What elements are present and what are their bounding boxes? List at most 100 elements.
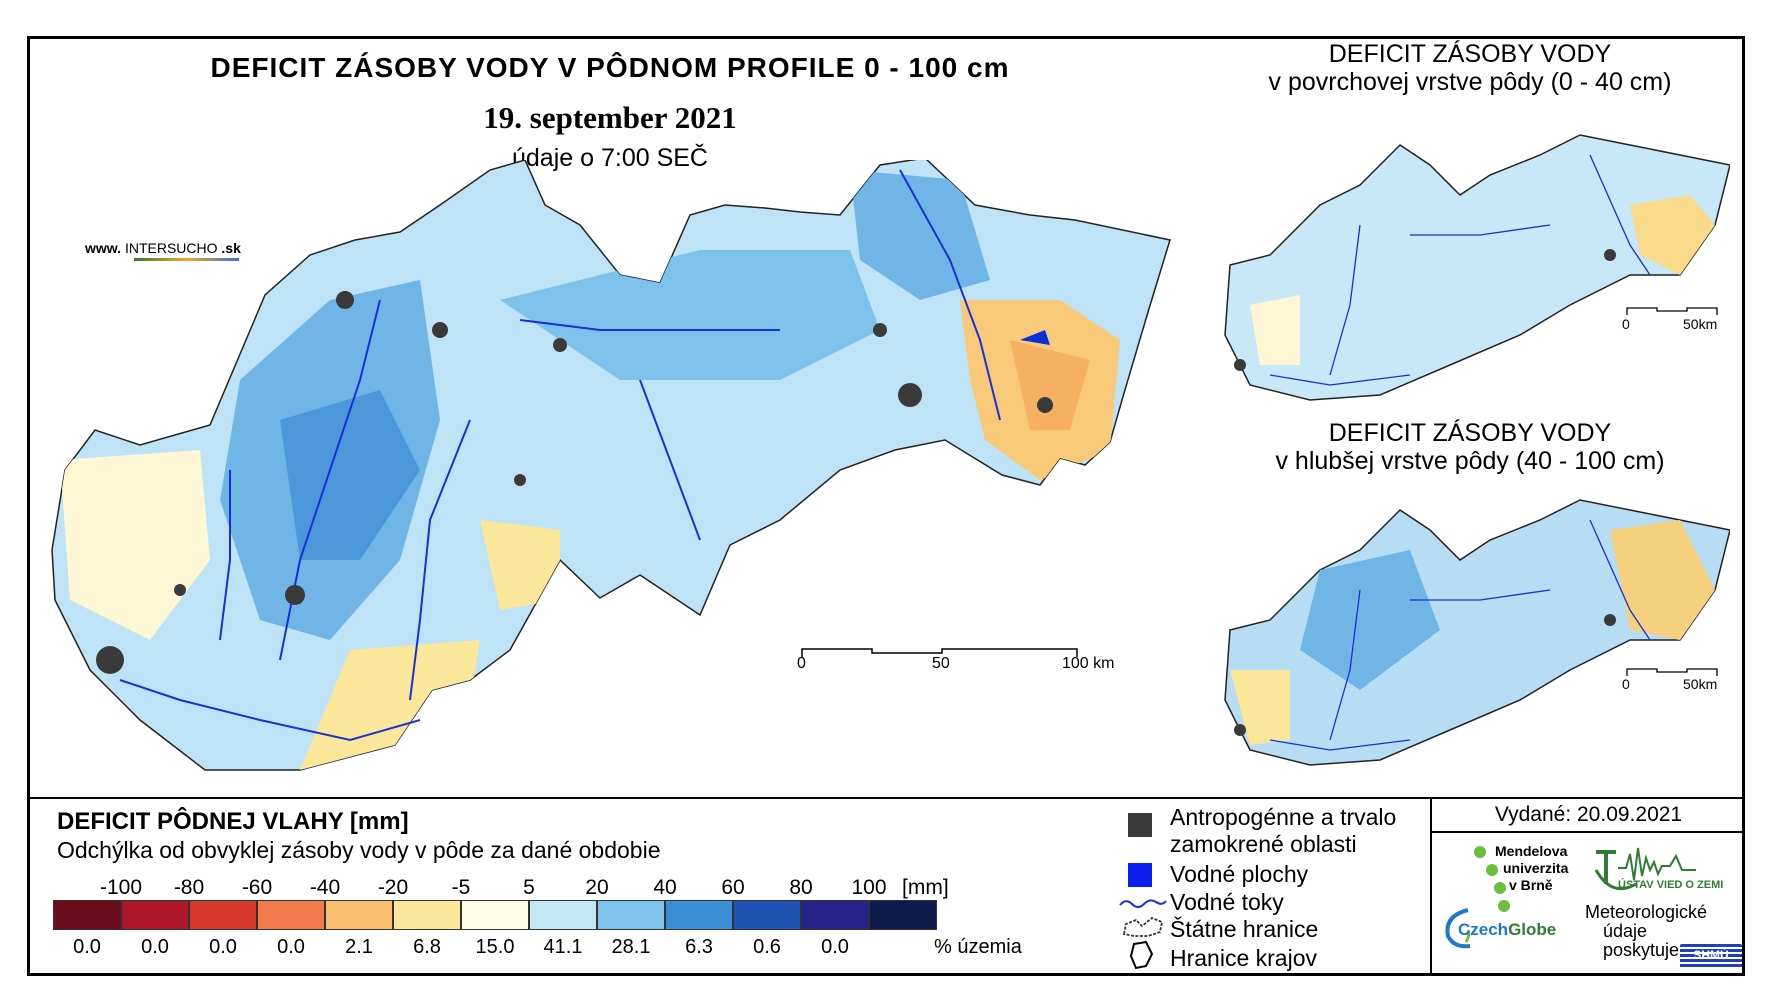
legend-percent-value: 0.0 <box>73 936 101 958</box>
inset-top-scale-0: 0 <box>1622 316 1630 332</box>
mendel-dot <box>1486 864 1498 876</box>
czechglobe-text-b: Globe <box>1508 920 1557 939</box>
divider-issued <box>1430 831 1745 833</box>
shmu-logo: SHMÚ <box>1680 944 1742 968</box>
ustav-logo <box>1594 847 1696 891</box>
legend-percent-value: 0.0 <box>277 936 305 958</box>
inset-top-title: DEFICIT ZÁSOBY VODY v povrchovej vrstve … <box>1230 40 1710 96</box>
website-suffix: .sk <box>221 240 241 256</box>
inset-bottom-scale <box>1626 668 1718 676</box>
legend-swatch <box>189 900 257 930</box>
inset-bottom-title-line2: v hlubšej vrstve pôdy (40 - 100 cm) <box>1275 447 1665 475</box>
czechglobe-swoosh-icon <box>1445 908 1471 949</box>
legend-percent-value: 0.0 <box>821 936 849 958</box>
inset-bottom-scale-50: 50km <box>1683 676 1718 692</box>
website-brand: INTERSUCHO <box>124 240 218 256</box>
meteo-line1: Meteorologické <box>1585 902 1708 922</box>
anthropogenic-line1: Antropogénne a trvalo <box>1170 804 1397 830</box>
dry-zone-east-core <box>1010 340 1090 430</box>
divider-credits <box>1430 797 1432 976</box>
inset-top-pale-west <box>1250 295 1300 365</box>
inset-bottom-dry-east <box>1610 520 1715 640</box>
urban-areas <box>96 291 1053 674</box>
water-body-domasa <box>1020 330 1050 345</box>
legend-tick-label: 20 <box>585 876 609 899</box>
water-body-icon <box>1128 863 1152 887</box>
anthropogenic-line2: zamokrené oblasti <box>1170 831 1357 857</box>
legend-swatch <box>529 900 597 930</box>
issued-date: Vydané: 20.09.2021 <box>1494 803 1683 826</box>
legend-tick-label: 80 <box>789 876 813 899</box>
dry-zone-center <box>480 520 560 610</box>
meteo-line3: poskytuje: <box>1603 940 1685 960</box>
main-scale-bar <box>801 648 1078 657</box>
river-hron <box>409 419 471 701</box>
legend-tick-label: -5 <box>451 876 471 899</box>
main-scale-0: 0 <box>797 655 806 672</box>
legend-tick-label: -40 <box>309 876 341 899</box>
inset-bottom-map <box>1224 499 1730 766</box>
legend-swatch <box>121 900 189 930</box>
main-title: DEFICIT ZÁSOBY VODY V PÔDNOM PROFILE 0 -… <box>210 52 1010 83</box>
inset-bottom-scale-0: 0 <box>1622 676 1630 692</box>
legend-tick-label: 40 <box>653 876 677 899</box>
inset-top-title-line1: DEFICIT ZÁSOBY VODY <box>1328 40 1612 68</box>
legend-percent-value: 0.0 <box>209 936 237 958</box>
mendel-dot <box>1498 900 1510 912</box>
legend-title: DEFICIT PÔDNEJ VLAHY [mm] <box>57 808 409 835</box>
mendel-line3: v Brně <box>1509 877 1553 893</box>
legend-swatch <box>393 900 461 930</box>
legend-swatch <box>461 900 529 930</box>
legend-unit: [mm] <box>902 876 949 899</box>
inset-top-scale-50: 50km <box>1683 316 1718 332</box>
legend-swatch <box>325 900 393 930</box>
main-map <box>51 160 1171 771</box>
mendel-dot <box>1494 882 1506 894</box>
brand-underline <box>134 258 239 261</box>
legend-percent-value: 6.3 <box>685 936 713 958</box>
wet-zone-north <box>500 250 880 380</box>
meteo-credit: Meteorologické údaje poskytuje: <box>1585 903 1707 960</box>
website-prefix: www. <box>85 240 122 256</box>
water-bodies-label: Vodné plochy <box>1170 861 1309 887</box>
legend-percent-value: 0.0 <box>141 936 169 958</box>
percent-label: % územia <box>934 936 1022 958</box>
legend-subtitle: Odchýlka od obvyklej zásoby vody v pôde … <box>57 837 661 863</box>
pale-zone-west <box>60 450 210 640</box>
state-border-label: Štátne hranice <box>1170 916 1319 942</box>
legend-tick-label: -100 <box>99 876 143 899</box>
dry-zone-south <box>300 640 480 770</box>
legend-tick-label: -60 <box>241 876 273 899</box>
mendel-text: Mendelova univerzita v Brně <box>1495 843 1568 894</box>
website-link[interactable]: www. INTERSUCHO .sk <box>85 240 241 261</box>
shmu-text: SHMÚ <box>1693 948 1729 962</box>
inset-bottom-dry-west <box>1230 670 1290 745</box>
streams-label: Vodné toky <box>1170 889 1284 915</box>
legend-band <box>27 797 1745 976</box>
czechglobe-text-a: Czech <box>1458 920 1509 939</box>
legend-swatch <box>869 900 937 930</box>
legend-tick-label: 100 <box>851 876 887 899</box>
state-border-icon <box>1122 916 1164 937</box>
legend-swatch <box>53 900 121 930</box>
main-scale-100: 100 km <box>1062 655 1115 672</box>
river-danube <box>119 679 421 742</box>
mendel-line1: Mendelova <box>1495 843 1568 859</box>
time-note: údaje o 7:00 SEČ <box>512 144 708 172</box>
legend-swatch <box>257 900 325 930</box>
ustav-text: ÚSTAV VIED O ZEMI <box>1618 879 1724 891</box>
region-border-icon <box>1129 940 1154 970</box>
inset-top-map <box>1224 134 1730 401</box>
inset-top-title-line2: v povrchovej vrstve pôdy (0 - 40 cm) <box>1268 68 1672 96</box>
inset-top-dry-east <box>1630 195 1715 275</box>
legend-percent-value: 41.1 <box>543 936 583 958</box>
region-border-label: Hranice krajov <box>1170 945 1317 971</box>
legend-tick-label: 60 <box>721 876 745 899</box>
inset-bottom-title: DEFICIT ZÁSOBY VODY v hlubšej vrstve pôd… <box>1230 419 1710 475</box>
inset-bottom-title-line1: DEFICIT ZÁSOBY VODY <box>1328 419 1612 447</box>
wet-zone-northeast <box>850 170 990 300</box>
stream-icon <box>1119 899 1167 908</box>
legend-swatch <box>597 900 665 930</box>
urban-area-icon <box>1128 813 1152 837</box>
inset-bottom-wet-west <box>1300 550 1440 690</box>
